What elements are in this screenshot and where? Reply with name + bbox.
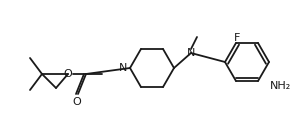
- Text: N: N: [119, 63, 127, 73]
- Text: O: O: [64, 69, 72, 79]
- Text: O: O: [73, 97, 81, 107]
- Text: N: N: [187, 48, 195, 58]
- Text: NH₂: NH₂: [270, 81, 291, 91]
- Text: F: F: [234, 33, 240, 43]
